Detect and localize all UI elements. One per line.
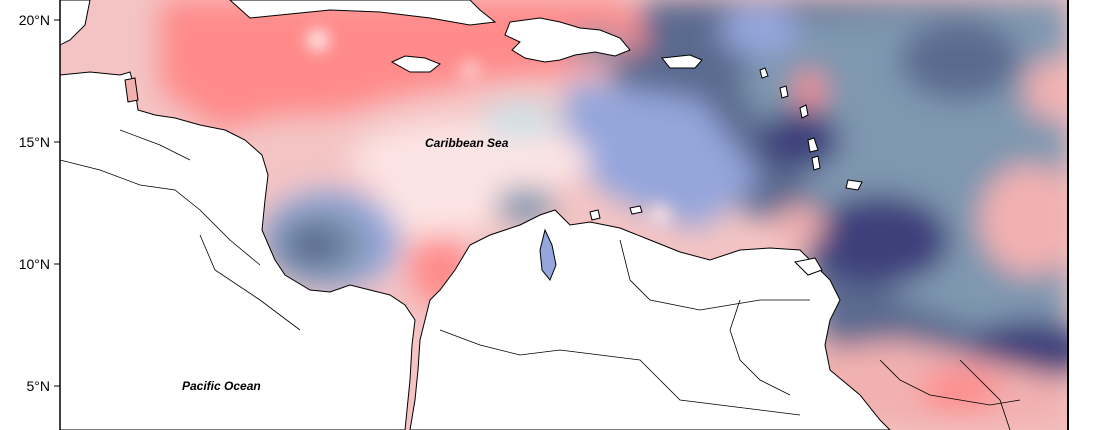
- land: [60, 0, 891, 430]
- lat-tick-label: 20°N: [19, 12, 50, 28]
- lat-tick-label: 5°N: [27, 378, 51, 394]
- pacific-ocean-label: Pacific Ocean: [182, 379, 261, 393]
- lake-maracaibo: [539, 228, 557, 281]
- south-america-landmass: [409, 209, 891, 430]
- puerto-rico: [661, 54, 703, 69]
- latitude-axis: 20°N 15°N 10°N 5°N: [19, 12, 60, 394]
- hispaniola: [504, 17, 631, 63]
- lat-tick-label: 15°N: [19, 134, 50, 150]
- caribbean-sea-label: Caribbean Sea: [425, 136, 509, 150]
- country-borders: [60, 129, 1021, 430]
- cuba: [229, 0, 497, 26]
- yucatan-fragment: [60, 0, 91, 46]
- plot-area: Caribbean Sea Pacific Ocean: [60, 0, 1068, 430]
- lat-tick-label: 10°N: [19, 256, 50, 272]
- central-america-landmass: [60, 71, 416, 430]
- jamaica: [390, 55, 441, 73]
